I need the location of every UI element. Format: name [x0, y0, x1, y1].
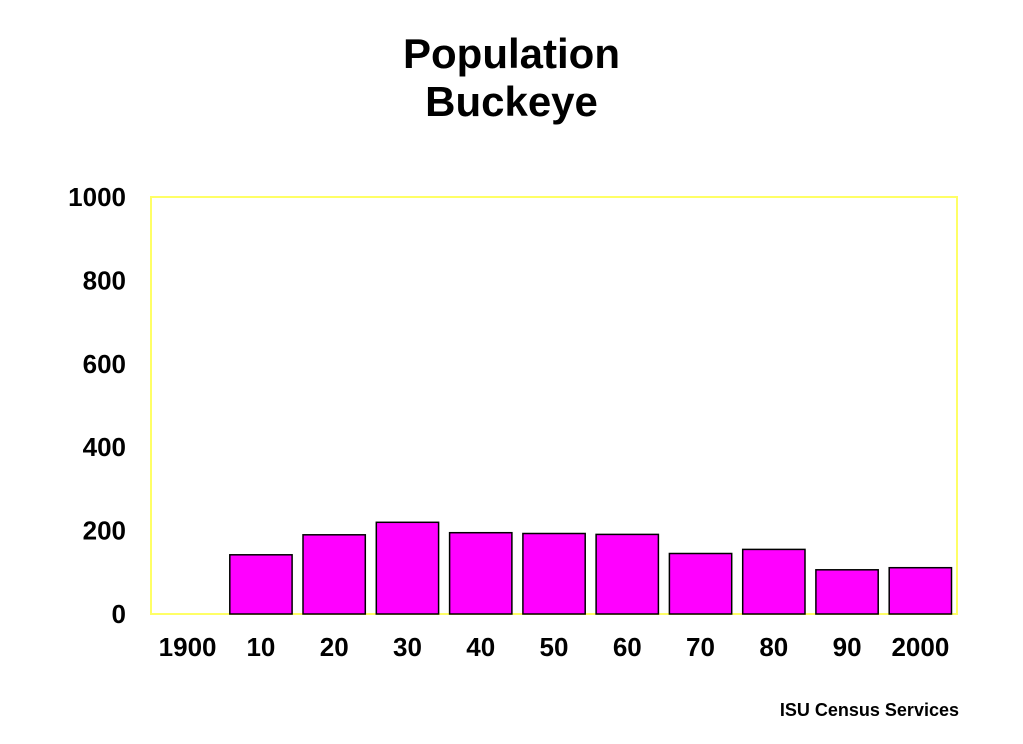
- bar-50: [522, 532, 586, 615]
- bar-10: [229, 554, 293, 615]
- chart-title: Population Buckeye: [0, 30, 1023, 126]
- y-tick-label: 0: [112, 599, 126, 629]
- y-tick-label: 200: [83, 516, 126, 546]
- bar-70: [668, 552, 733, 615]
- x-tick-label: 1900: [159, 632, 217, 662]
- x-tick-label: 60: [613, 632, 642, 662]
- bar-60: [595, 533, 660, 615]
- chart-title-line-1: Population: [403, 30, 620, 77]
- bar-30: [375, 521, 440, 615]
- y-tick-label: 1000: [68, 182, 126, 212]
- x-tick-label: 50: [540, 632, 569, 662]
- bars-group: [229, 521, 953, 615]
- chart-title-line-2: Buckeye: [425, 78, 598, 125]
- x-tick-label: 30: [393, 632, 422, 662]
- y-tick-label: 400: [83, 432, 126, 462]
- y-tick-label: 600: [83, 349, 126, 379]
- x-axis-tick-labels: 1900 10 20 30 40 50 60 70 80 90 2000: [159, 632, 950, 662]
- x-tick-label: 20: [320, 632, 349, 662]
- x-tick-label: 90: [833, 632, 862, 662]
- bar-80: [741, 548, 806, 615]
- bar-2000: [888, 566, 953, 615]
- source-credit: ISU Census Services: [779, 700, 959, 720]
- x-tick-label: 2000: [891, 632, 949, 662]
- x-tick-label: 70: [686, 632, 715, 662]
- x-tick-label: 40: [466, 632, 495, 662]
- y-tick-label: 800: [83, 265, 126, 295]
- bar-40: [448, 531, 513, 615]
- bar-90: [815, 569, 879, 615]
- y-axis-tick-labels: 0 200 400 600 800 1000: [68, 182, 126, 629]
- x-tick-label: 10: [246, 632, 275, 662]
- x-tick-label: 80: [759, 632, 788, 662]
- bar-20: [302, 534, 367, 615]
